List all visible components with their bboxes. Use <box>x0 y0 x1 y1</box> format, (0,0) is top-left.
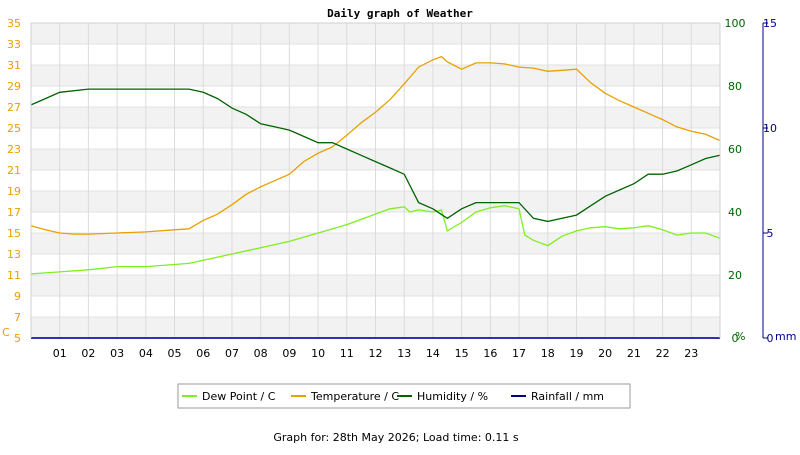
temp-tick-label: 21 <box>7 164 21 177</box>
temp-tick-label: 9 <box>14 290 21 303</box>
humidity-tick-label: 20 <box>728 269 742 282</box>
chart-axes <box>30 22 764 339</box>
x-tick-label: 03 <box>110 347 124 360</box>
rain-tick-label: 0 <box>767 332 774 345</box>
x-tick-label: 17 <box>512 347 526 360</box>
legend-label: Rainfall / mm <box>531 390 604 403</box>
x-tick-label: 22 <box>656 347 670 360</box>
humidity-tick-label: 100 <box>725 17 746 30</box>
rain-axis-ticks: 0 5 10 15 <box>763 17 777 345</box>
x-tick-label: 20 <box>598 347 612 360</box>
x-tick-label: 09 <box>282 347 296 360</box>
x-tick-label: 23 <box>684 347 698 360</box>
x-tick-label: 15 <box>455 347 469 360</box>
x-tick-label: 12 <box>369 347 383 360</box>
temp-tick-label: 7 <box>14 311 21 324</box>
humidity-axis-ticks: 0 20 40 60 80 100 <box>725 17 746 345</box>
humidity-tick-label: 80 <box>728 80 742 93</box>
x-tick-label: 14 <box>426 347 440 360</box>
left-axis-ticks: 5 7 9 11 13 15 17 19 21 23 25 27 29 31 33 35 <box>7 17 21 345</box>
x-tick-label: 05 <box>168 347 182 360</box>
temp-unit-label: C <box>2 326 10 339</box>
humidity-unit-label: % <box>735 330 745 343</box>
temp-tick-label: 23 <box>7 143 21 156</box>
x-tick-label: 11 <box>340 347 354 360</box>
temp-tick-label: 19 <box>7 185 21 198</box>
x-tick-label: 07 <box>225 347 239 360</box>
temp-tick-label: 31 <box>7 59 21 72</box>
x-tick-label: 02 <box>81 347 95 360</box>
x-tick-label: 21 <box>627 347 641 360</box>
humidity-tick-label: 60 <box>728 143 742 156</box>
chart-title: Daily graph of Weather <box>327 7 473 20</box>
x-tick-label: 06 <box>196 347 210 360</box>
rain-tick-label: 15 <box>763 17 777 30</box>
x-tick-label: 18 <box>541 347 555 360</box>
series-line-temp <box>30 205 721 275</box>
humidity-tick-label: 0 <box>732 332 739 345</box>
temp-tick-label: 27 <box>7 101 21 114</box>
series-line-humidity <box>30 88 721 223</box>
chart-grid <box>31 22 720 339</box>
x-tick-label: 01 <box>53 347 67 360</box>
temp-tick-label: 17 <box>7 206 21 219</box>
rain-unit-label: mm <box>775 330 796 343</box>
temp-tick-label: 5 <box>14 332 21 345</box>
temp-tick-label: 33 <box>7 38 21 51</box>
temp-tick-label: 11 <box>7 269 21 282</box>
chart-legend: Dew Point / C Temperature / C Humidity / %… <box>177 383 631 409</box>
x-axis-ticks: 01 02 03 04 05 06 07 08 09 10 11 12 13 14 15 16 17 18 19 20… <box>53 347 699 360</box>
x-tick-label: 19 <box>569 347 583 360</box>
temp-tick-label: 25 <box>7 122 21 135</box>
temp-tick-label: 13 <box>7 248 21 261</box>
chart-footer: Graph for: 28th May 2026; Load time: 0.1… <box>273 431 519 444</box>
x-tick-label: 10 <box>311 347 325 360</box>
rain-tick-label: 10 <box>763 122 777 135</box>
legend-label: Dew Point / C <box>202 390 276 403</box>
rain-tick-label: 5 <box>767 227 774 240</box>
temp-tick-label: 35 <box>7 17 21 30</box>
temp-tick-label: 15 <box>7 227 21 240</box>
x-tick-label: 08 <box>254 347 268 360</box>
temp-tick-label: 29 <box>7 80 21 93</box>
x-tick-label: 13 <box>397 347 411 360</box>
series-line-temp <box>30 55 721 235</box>
legend-label: Humidity / % <box>417 390 488 403</box>
x-tick-label: 04 <box>139 347 153 360</box>
x-tick-label: 16 <box>483 347 497 360</box>
legend-label: Temperature / C <box>310 390 399 403</box>
humidity-tick-label: 40 <box>728 206 742 219</box>
